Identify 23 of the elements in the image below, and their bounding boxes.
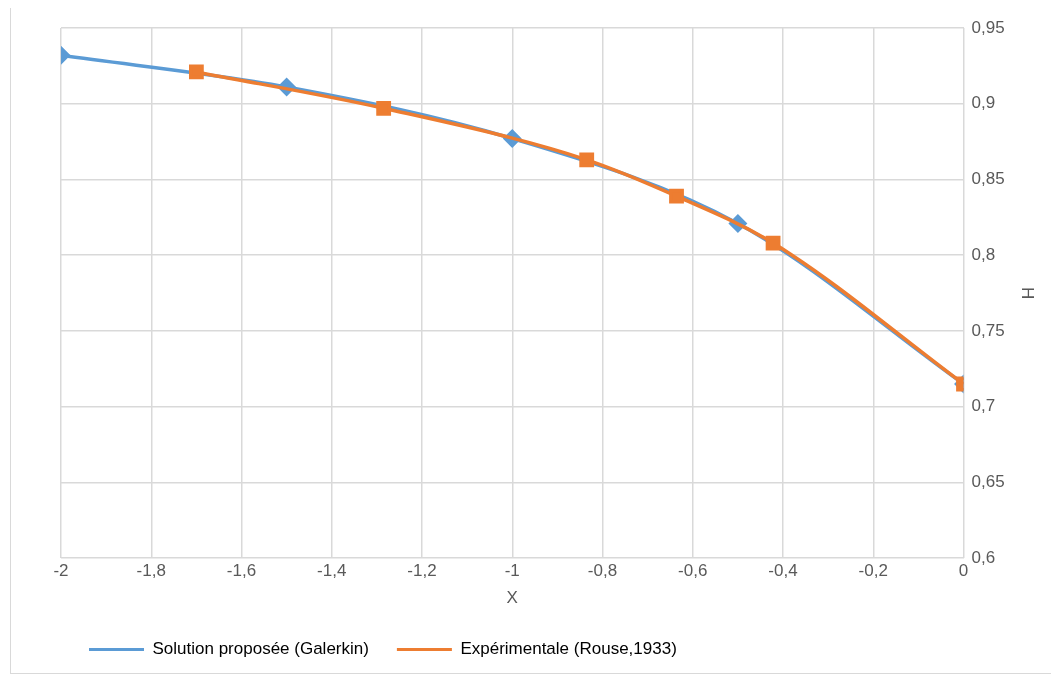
- y-tick-label: 0,7: [971, 396, 996, 416]
- x-tick-label: -1: [504, 561, 520, 581]
- x-tick-label: -0,2: [858, 561, 888, 581]
- x-tick-label: -2: [53, 561, 69, 581]
- x-tick-label: -1,6: [226, 561, 257, 581]
- x-tick-label: 0: [958, 561, 969, 581]
- y-tick-label: 0,65: [971, 472, 1005, 492]
- x-tick-label: -1,4: [317, 561, 347, 581]
- legend-label: Solution proposée (Galerkin): [152, 639, 369, 659]
- y-tick-label: 0,75: [971, 320, 1005, 340]
- x-tick-label: -1,2: [407, 561, 437, 581]
- x-tick-label: -1,8: [136, 561, 166, 581]
- y-tick-label: 0,9: [971, 93, 996, 113]
- x-tick-label: -0,8: [587, 561, 618, 581]
- x-tick-label: -0,4: [768, 561, 798, 581]
- y-tick-label: 0,8: [971, 244, 996, 264]
- y-axis-title: H: [1018, 286, 1038, 300]
- y-tick-label: 0,85: [971, 169, 1005, 189]
- x-tick-label: -0,6: [678, 561, 708, 581]
- y-tick-label: 0,6: [971, 547, 996, 567]
- y-tick-label: 0,95: [971, 17, 1005, 37]
- legend-label: Expérimentale (Rouse,1933): [460, 639, 677, 659]
- x-axis-title: X: [506, 588, 518, 608]
